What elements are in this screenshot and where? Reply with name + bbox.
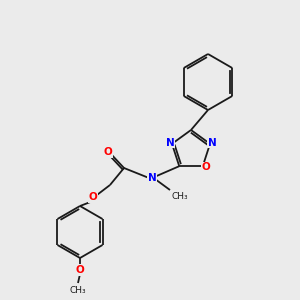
Text: N: N bbox=[148, 173, 156, 183]
Text: CH₃: CH₃ bbox=[70, 286, 86, 295]
Text: O: O bbox=[76, 265, 84, 275]
Text: CH₃: CH₃ bbox=[172, 192, 189, 201]
Text: O: O bbox=[88, 192, 98, 202]
Text: O: O bbox=[201, 162, 210, 172]
Text: N: N bbox=[166, 138, 174, 148]
Text: O: O bbox=[103, 147, 112, 157]
Text: N: N bbox=[208, 138, 216, 148]
